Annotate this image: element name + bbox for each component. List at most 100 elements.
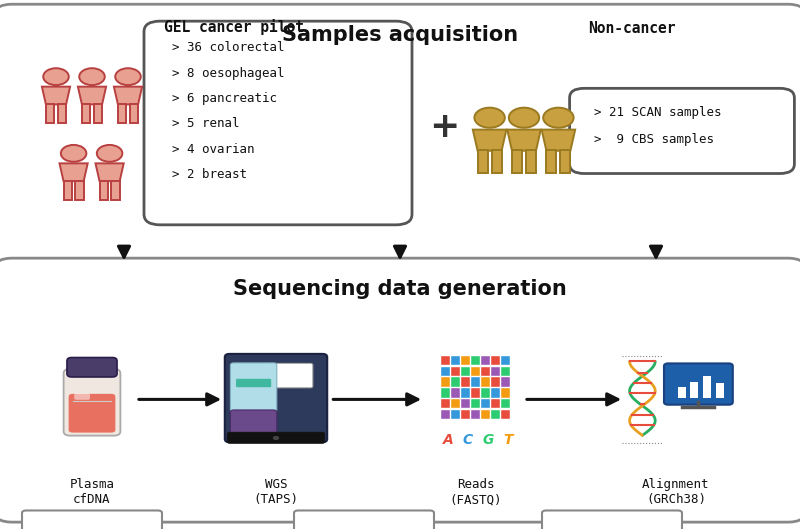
FancyBboxPatch shape	[74, 393, 90, 400]
Polygon shape	[111, 181, 120, 200]
FancyBboxPatch shape	[227, 432, 325, 443]
Text: +: +	[429, 110, 459, 144]
Polygon shape	[526, 150, 536, 174]
Bar	[451, 410, 460, 419]
FancyBboxPatch shape	[542, 510, 682, 529]
FancyBboxPatch shape	[230, 410, 277, 437]
Bar	[451, 367, 460, 376]
Text: > 8 oesophageal: > 8 oesophageal	[172, 67, 285, 80]
Polygon shape	[78, 87, 106, 104]
Bar	[471, 367, 480, 376]
Circle shape	[543, 108, 574, 128]
Bar	[441, 399, 450, 408]
Polygon shape	[546, 150, 557, 174]
Text: G: G	[482, 433, 494, 446]
Polygon shape	[478, 150, 488, 174]
Text: > 6 pancreatic: > 6 pancreatic	[172, 92, 277, 105]
Polygon shape	[560, 150, 570, 174]
Bar	[481, 367, 490, 376]
Bar	[471, 355, 480, 365]
Bar	[441, 377, 450, 387]
Bar	[501, 355, 510, 365]
Circle shape	[43, 68, 69, 85]
Polygon shape	[130, 104, 138, 123]
Bar	[491, 410, 500, 419]
Polygon shape	[542, 130, 575, 151]
Text: > 2 breast: > 2 breast	[172, 168, 247, 181]
Text: Samples acquisition: Samples acquisition	[282, 25, 518, 45]
Bar	[491, 399, 500, 408]
Bar	[501, 367, 510, 376]
FancyBboxPatch shape	[225, 354, 327, 442]
Text: Plasma
cfDNA: Plasma cfDNA	[70, 478, 114, 506]
Circle shape	[61, 145, 86, 162]
Bar	[471, 377, 480, 387]
Circle shape	[509, 108, 539, 128]
FancyBboxPatch shape	[64, 369, 121, 436]
Polygon shape	[59, 163, 88, 181]
Text: Reads
(FASTQ): Reads (FASTQ)	[450, 478, 502, 506]
Text: C: C	[463, 433, 473, 446]
Polygon shape	[95, 163, 124, 181]
Bar	[501, 399, 510, 408]
Text: WGS
(TAPS): WGS (TAPS)	[254, 478, 298, 506]
Bar	[461, 388, 470, 398]
Bar	[471, 399, 480, 408]
Bar	[501, 388, 510, 398]
Circle shape	[474, 108, 505, 128]
Bar	[441, 355, 450, 365]
Bar	[461, 377, 470, 387]
Bar	[461, 410, 470, 419]
FancyBboxPatch shape	[294, 510, 434, 529]
Polygon shape	[63, 181, 72, 200]
Bar	[716, 383, 724, 398]
Bar	[481, 355, 490, 365]
Bar	[441, 367, 450, 376]
Bar	[501, 410, 510, 419]
Bar	[451, 388, 460, 398]
Bar	[678, 387, 686, 398]
Bar	[451, 377, 460, 387]
Polygon shape	[473, 130, 506, 151]
Polygon shape	[82, 104, 90, 123]
Text: > 21 SCAN samples: > 21 SCAN samples	[594, 106, 721, 119]
Circle shape	[79, 68, 105, 85]
Bar	[501, 377, 510, 387]
Bar	[481, 399, 490, 408]
Bar	[461, 367, 470, 376]
Polygon shape	[114, 87, 142, 104]
Circle shape	[97, 145, 122, 162]
Bar	[471, 410, 480, 419]
FancyBboxPatch shape	[0, 4, 800, 263]
Bar	[441, 388, 450, 398]
FancyBboxPatch shape	[67, 358, 117, 377]
Text: A: A	[442, 433, 454, 446]
Text: GEL cancer pilot: GEL cancer pilot	[164, 19, 304, 34]
FancyBboxPatch shape	[236, 379, 271, 387]
Polygon shape	[507, 130, 541, 151]
Polygon shape	[99, 181, 108, 200]
Bar	[690, 382, 698, 398]
Bar	[481, 388, 490, 398]
Bar	[461, 399, 470, 408]
Polygon shape	[58, 104, 66, 123]
FancyBboxPatch shape	[22, 510, 162, 529]
Text: Non-cancer: Non-cancer	[588, 21, 675, 36]
Circle shape	[273, 436, 279, 440]
FancyBboxPatch shape	[230, 363, 277, 412]
Bar	[481, 410, 490, 419]
FancyBboxPatch shape	[144, 21, 412, 225]
Text: Sequencing data generation: Sequencing data generation	[233, 279, 567, 299]
FancyBboxPatch shape	[0, 258, 800, 522]
Bar	[461, 355, 470, 365]
Bar	[441, 410, 450, 419]
Polygon shape	[46, 104, 54, 123]
Polygon shape	[512, 150, 522, 174]
Bar	[471, 388, 480, 398]
FancyBboxPatch shape	[270, 363, 313, 388]
FancyBboxPatch shape	[570, 88, 794, 174]
Circle shape	[115, 68, 141, 85]
Bar	[491, 355, 500, 365]
Bar	[451, 355, 460, 365]
Polygon shape	[94, 104, 102, 123]
